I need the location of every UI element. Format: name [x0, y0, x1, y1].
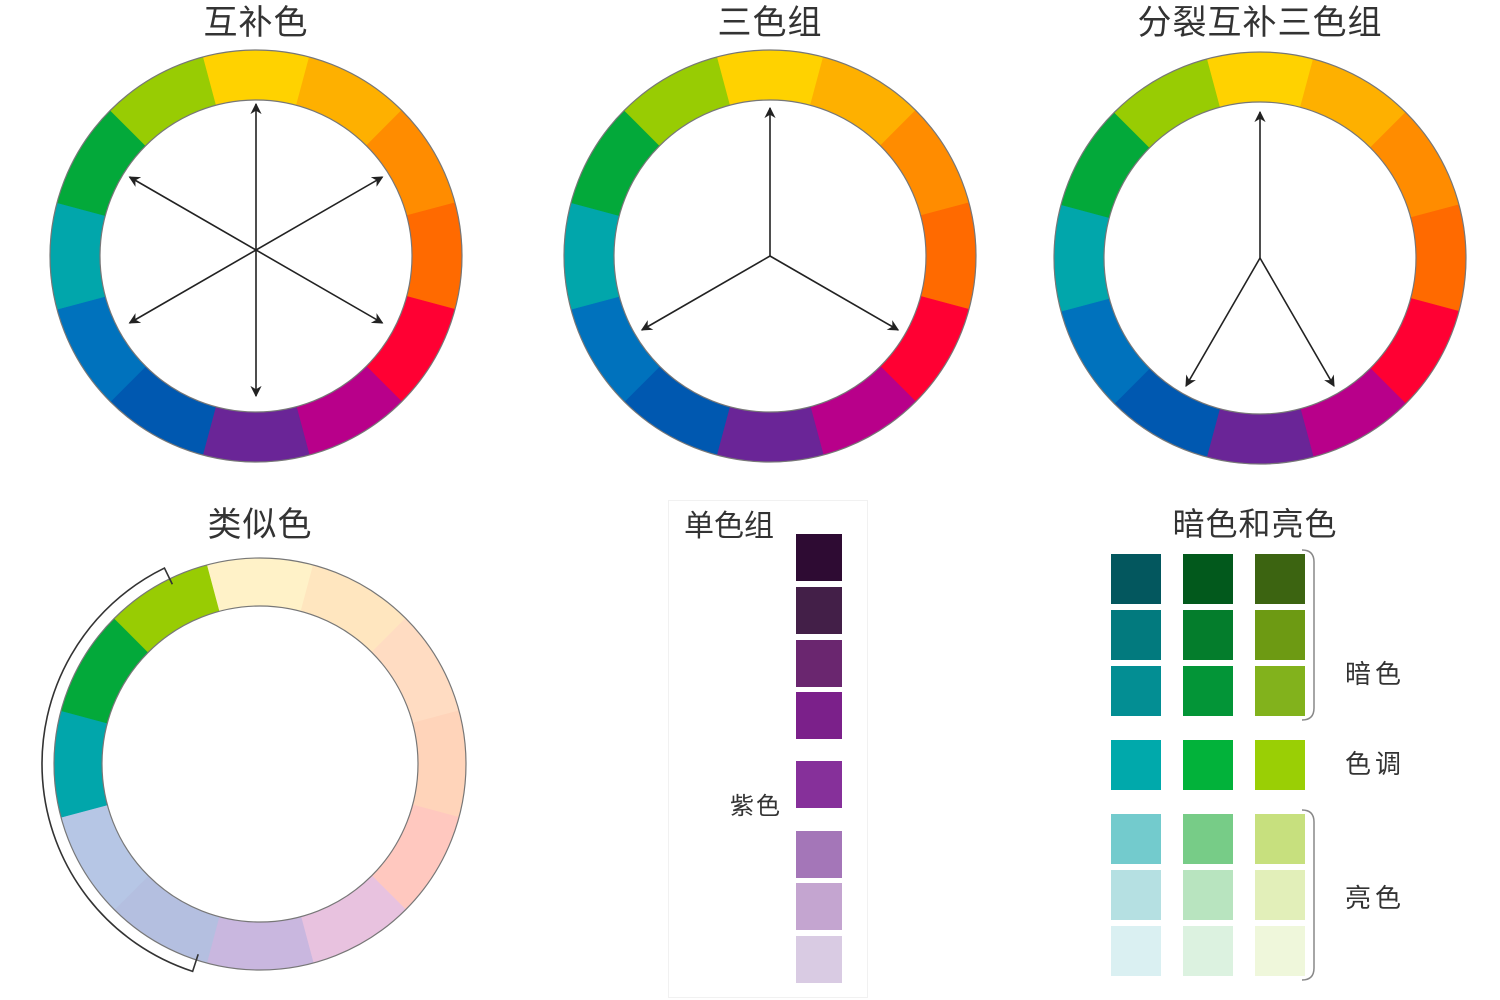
purple-swatch	[796, 883, 842, 930]
analogous-segment	[412, 710, 467, 818]
purple-swatch	[796, 761, 842, 808]
arrow	[640, 255, 771, 331]
complementary-segment	[202, 49, 310, 106]
teal-tint-swatch	[1111, 814, 1161, 864]
analogous-inner-ring	[101, 605, 419, 923]
shade-bracket	[1301, 549, 1315, 721]
analogous-wheel	[41, 557, 467, 973]
triad-segment	[920, 202, 977, 310]
complementary-segment	[202, 406, 310, 463]
split-complementary-segment	[1206, 51, 1314, 108]
split-complementary-wheel	[1053, 51, 1467, 465]
arrow	[769, 255, 900, 331]
triad-segment	[563, 202, 620, 310]
green-tint-swatch	[1183, 814, 1233, 864]
green-tint-swatch	[1183, 926, 1233, 976]
shade-label: 暗色	[1345, 660, 1406, 690]
purple-swatch	[796, 534, 842, 581]
analogous-segment	[206, 557, 314, 612]
yellow-green-tint-swatch	[1255, 870, 1305, 920]
purple-swatch	[796, 640, 842, 687]
yellow-green-tint-swatch	[1255, 926, 1305, 976]
purple-swatch	[796, 831, 842, 878]
split-complementary-segment	[1410, 204, 1467, 312]
triad-segment	[716, 406, 824, 463]
yellow-green-tint-swatch	[1255, 814, 1305, 864]
yellow-green-shade-swatch	[1255, 666, 1305, 716]
green-shade-swatch	[1183, 554, 1233, 604]
green-tint-swatch	[1183, 870, 1233, 920]
purple-swatch	[796, 936, 842, 983]
shades-tints-title: 暗色和亮色	[1172, 505, 1338, 543]
teal-tint-swatch	[1111, 926, 1161, 976]
teal-shade-swatch	[1111, 554, 1161, 604]
triad-title: 三色组	[717, 3, 823, 43]
split-complementary-outer-ring	[1053, 51, 1467, 465]
teal-shade-swatch	[1111, 610, 1161, 660]
arrow	[128, 176, 384, 324]
split-complementary-segment	[1053, 204, 1110, 312]
purple-swatch	[796, 692, 842, 739]
triad-wheel	[563, 49, 977, 463]
triad-outer-ring	[563, 49, 977, 463]
complementary-segment	[49, 202, 106, 310]
tone-label: 色调	[1345, 750, 1406, 780]
yellow-green-shade-swatch	[1255, 554, 1305, 604]
teal-tint-swatch	[1111, 870, 1161, 920]
green-shade-swatch	[1183, 610, 1233, 660]
arrow	[1259, 257, 1335, 387]
analogous-segment	[206, 916, 314, 971]
monochromatic-panel	[668, 500, 868, 998]
yellow-green-tone-swatch	[1255, 740, 1305, 790]
tint-bracket	[1301, 809, 1315, 981]
analogous-title: 类似色	[207, 505, 313, 545]
split-complementary-title: 分裂互补三色组	[1137, 3, 1383, 43]
teal-shade-swatch	[1111, 666, 1161, 716]
analogous-segment	[53, 710, 108, 818]
yellow-green-shade-swatch	[1255, 610, 1305, 660]
monochromatic-title: 单色组	[684, 509, 774, 544]
complementary-title: 互补色	[203, 3, 309, 43]
green-tone-swatch	[1183, 740, 1233, 790]
arrow	[1185, 257, 1261, 387]
analogous-outer-ring	[53, 557, 467, 971]
complementary-wheel	[49, 49, 463, 463]
purple-swatch	[796, 587, 842, 634]
complementary-segment	[406, 202, 463, 310]
purple-label: 紫色	[730, 792, 782, 820]
teal-tone-swatch	[1111, 740, 1161, 790]
tint-label: 亮色	[1345, 884, 1406, 914]
triad-segment	[716, 49, 824, 106]
analogous-bracket-arc	[41, 566, 199, 973]
green-shade-swatch	[1183, 666, 1233, 716]
split-complementary-segment	[1206, 408, 1314, 465]
complementary-outer-ring	[49, 49, 463, 463]
